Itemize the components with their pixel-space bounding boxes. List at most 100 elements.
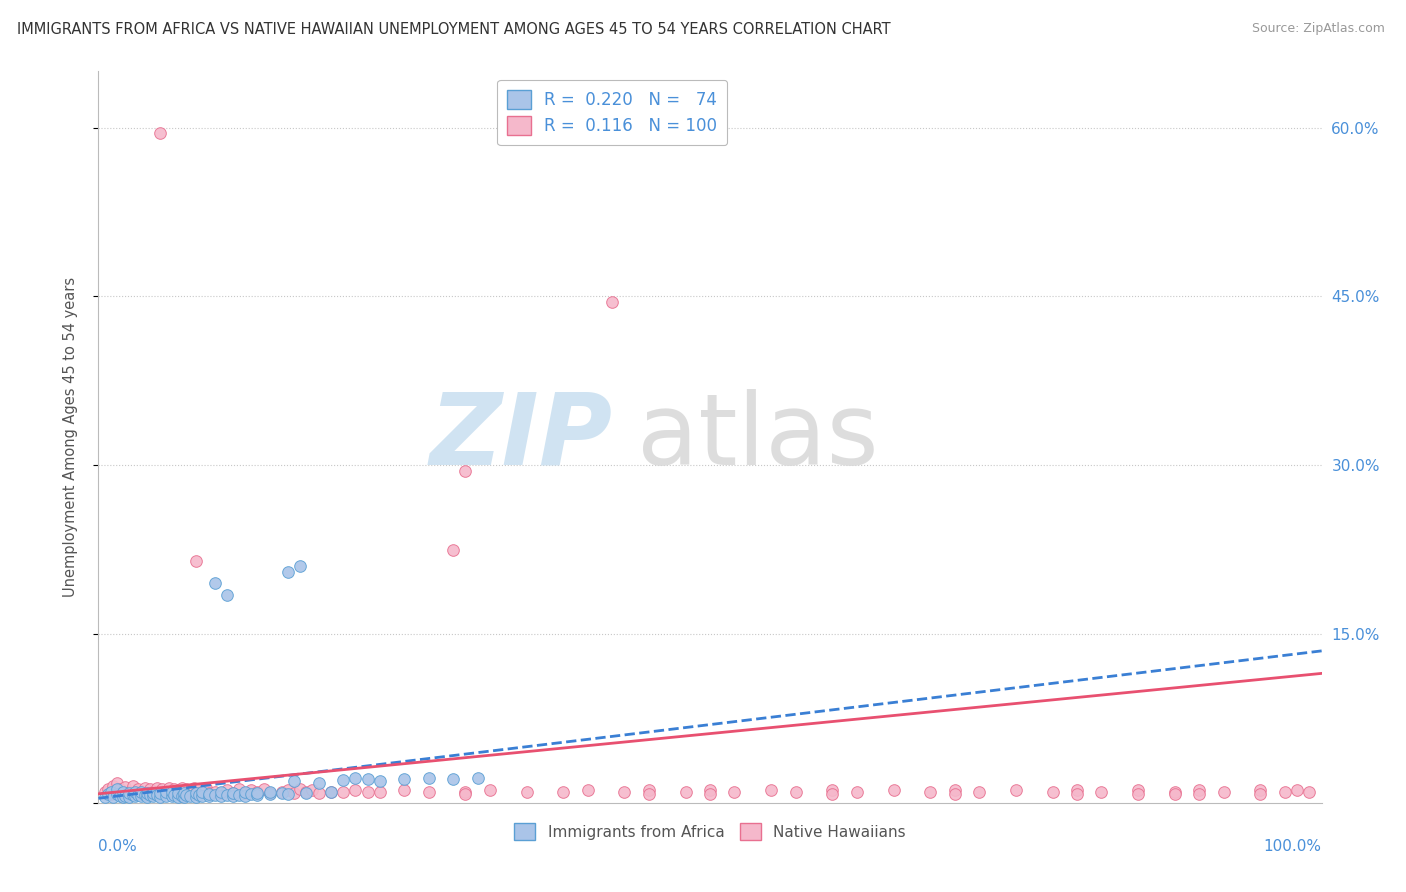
Point (209, 784, 232, 798)
Point (332, 784, 354, 798)
Point (142, 789, 165, 803)
Point (301, 783, 323, 797)
Point (270, 784, 294, 798)
Point (160, 784, 183, 798)
Point (191, 784, 214, 798)
Point (121, 779, 143, 793)
Point (1286, 783, 1309, 797)
Point (118, 786, 141, 800)
Point (308, 775, 330, 789)
Point (170, 789, 193, 803)
Point (183, 781, 205, 796)
Point (127, 788, 149, 802)
Point (101, 790, 124, 805)
Point (187, 782, 209, 797)
Point (600, 295, 623, 310)
Point (142, 784, 165, 798)
Point (228, 788, 250, 802)
Point (167, 786, 190, 800)
Point (170, 781, 193, 796)
Point (155, 784, 177, 798)
Point (240, 783, 263, 797)
Point (418, 784, 440, 798)
Point (163, 782, 186, 797)
Point (295, 784, 318, 798)
Point (191, 784, 214, 798)
Point (114, 789, 136, 803)
Point (139, 788, 162, 802)
Point (290, 559, 312, 574)
Point (150, 782, 173, 797)
Text: Source: ZipAtlas.com: Source: ZipAtlas.com (1251, 22, 1385, 36)
Point (356, 784, 378, 798)
Point (118, 784, 141, 798)
Point (160, 789, 183, 803)
Point (1249, 787, 1271, 801)
Point (176, 788, 198, 802)
Point (114, 780, 136, 794)
Point (277, 565, 299, 579)
Point (155, 784, 177, 798)
Point (215, 788, 238, 802)
Point (283, 786, 305, 800)
Point (344, 771, 367, 785)
Point (441, 772, 464, 787)
Point (246, 784, 269, 798)
Point (204, 784, 226, 798)
Point (1004, 783, 1026, 797)
Point (233, 789, 256, 803)
Point (515, 784, 537, 798)
Point (467, 771, 489, 785)
Point (259, 784, 281, 798)
Point (93, 790, 115, 805)
Point (259, 786, 281, 800)
Point (1164, 787, 1187, 801)
Point (149, 126, 172, 140)
Point (129, 789, 152, 803)
Point (344, 783, 367, 797)
Point (228, 782, 250, 797)
Point (209, 786, 232, 800)
Point (1274, 784, 1296, 798)
Point (368, 784, 391, 798)
Point (1298, 784, 1320, 798)
Point (356, 772, 378, 787)
Point (1188, 783, 1211, 797)
Point (215, 588, 238, 602)
Point (441, 542, 464, 557)
Point (97, 787, 120, 801)
Point (270, 786, 294, 800)
Point (186, 786, 208, 800)
Point (186, 554, 208, 568)
Point (967, 784, 990, 798)
Point (100, 787, 122, 801)
Point (136, 786, 159, 800)
Point (121, 788, 143, 802)
Point (134, 781, 156, 796)
Point (1212, 784, 1234, 798)
Point (553, 784, 575, 798)
Point (105, 782, 128, 797)
Point (222, 786, 245, 800)
Point (290, 782, 312, 797)
Point (163, 788, 186, 802)
Point (209, 789, 232, 803)
Point (176, 782, 198, 797)
Point (1066, 783, 1088, 797)
Point (215, 783, 238, 797)
Point (105, 784, 128, 798)
Point (124, 789, 146, 803)
Legend: Immigrants from Africa, Native Hawaiians: Immigrants from Africa, Native Hawaiians (508, 816, 912, 847)
Point (173, 786, 195, 800)
Point (100, 784, 122, 798)
Point (845, 784, 868, 798)
Point (308, 786, 330, 800)
Text: atlas: atlas (637, 389, 879, 485)
Text: 100.0%: 100.0% (1264, 839, 1322, 855)
Point (1042, 784, 1064, 798)
Point (883, 783, 905, 797)
Point (127, 782, 149, 797)
Point (392, 772, 416, 787)
Text: 0.0%: 0.0% (98, 839, 138, 855)
Point (149, 786, 172, 800)
